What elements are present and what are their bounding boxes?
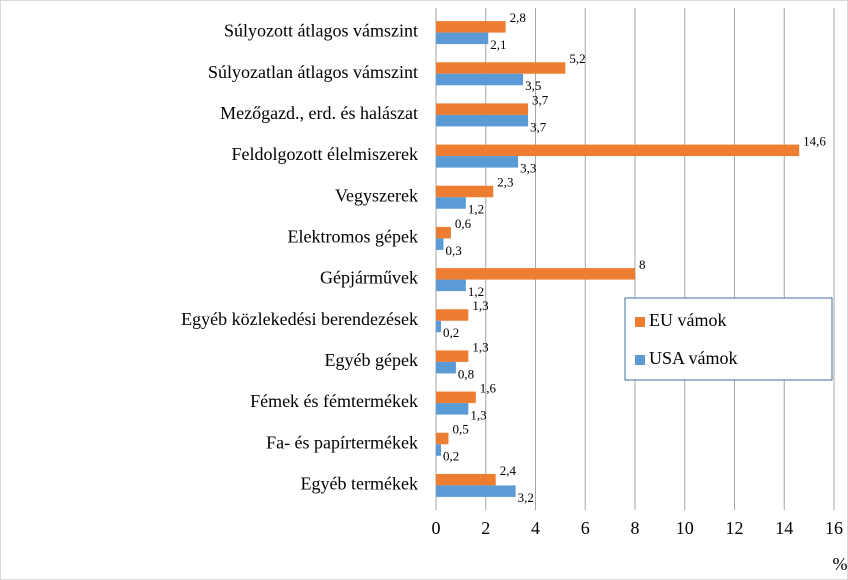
bar [436, 350, 469, 362]
data-label: 1,2 [468, 202, 484, 217]
x-tick-label: 4 [531, 518, 540, 538]
data-label: 3,7 [532, 92, 549, 107]
bar [436, 279, 466, 292]
data-label: 1,3 [472, 339, 488, 354]
data-label: 5,2 [569, 51, 585, 66]
x-tick-label: 16 [825, 518, 843, 538]
bar [436, 21, 506, 33]
bar [436, 185, 494, 198]
bar [436, 62, 566, 74]
legend-swatch [635, 317, 645, 327]
y-tick-label: Egyéb termékek [301, 474, 418, 494]
data-label: 3,3 [520, 161, 536, 176]
bar [436, 268, 635, 280]
data-label: 2,3 [497, 175, 513, 190]
data-label: 2,8 [510, 10, 526, 25]
x-tick-label: 2 [481, 518, 490, 538]
bar [436, 361, 456, 374]
x-axis-label: % [833, 554, 848, 574]
bar [436, 226, 451, 239]
y-tick-label: Fémek és fémtermékek [250, 391, 418, 411]
y-tick-label: Feldolgozott élelmiszerek [232, 144, 418, 164]
x-tick-label: 12 [726, 518, 744, 538]
y-tick-label: Súlyozatlan átlagos vámszint [208, 62, 418, 82]
legend-swatch [635, 355, 645, 365]
data-label: 0,2 [443, 325, 459, 340]
data-label: 14,6 [803, 134, 826, 149]
y-tick-label: Mezőgazd., erd. és halászat [220, 103, 418, 123]
legend-label: USA vámok [649, 348, 738, 368]
legend-box [624, 297, 833, 381]
data-label: 2,4 [500, 463, 517, 478]
x-tick-label: 0 [432, 518, 441, 538]
data-label: 2,1 [490, 37, 506, 52]
bar [436, 73, 524, 86]
bar [436, 444, 441, 456]
bar [436, 32, 489, 45]
x-tick-label: 10 [676, 518, 694, 538]
y-tick-label: Egyéb közlekedési berendezések [181, 309, 418, 329]
y-tick-label: Fa- és papírtermékek [266, 432, 418, 452]
bar [436, 403, 469, 415]
x-tick-label: 8 [631, 518, 640, 538]
bar [436, 103, 529, 115]
data-label: 0,8 [458, 366, 474, 381]
bar [436, 309, 469, 321]
bar [436, 156, 519, 168]
data-label: 1,3 [470, 408, 486, 423]
data-label: 3,5 [525, 78, 541, 93]
y-tick-label: Gépjárművek [320, 268, 418, 288]
data-label: 3,2 [518, 490, 534, 505]
data-label: 0,5 [452, 422, 468, 437]
bar [436, 320, 441, 333]
y-tick-label: Egyéb gépek [325, 350, 418, 370]
data-label: 0,2 [443, 449, 459, 464]
data-label: 1,3 [472, 298, 488, 313]
y-tick-label: Elektromos gépek [288, 227, 418, 247]
bar [436, 197, 466, 209]
y-tick-label: Vegyszerek [335, 185, 418, 205]
legend-label: EU vámok [649, 310, 726, 330]
bar [436, 432, 449, 445]
x-tick-label: 14 [775, 518, 793, 538]
data-label: 0,6 [455, 216, 472, 231]
bar [436, 114, 529, 127]
data-label: 0,3 [445, 243, 461, 258]
data-label: 1,2 [468, 284, 484, 299]
data-label: 1,6 [480, 381, 497, 396]
bar [436, 485, 516, 497]
data-label: 3,7 [530, 119, 547, 134]
x-tick-label: 6 [581, 518, 590, 538]
data-label: 8 [639, 257, 646, 272]
bar [436, 473, 496, 486]
bar [436, 391, 476, 404]
y-tick-label: Súlyozott átlagos vámszint [224, 21, 418, 41]
bar [436, 238, 444, 250]
bar [436, 144, 800, 157]
